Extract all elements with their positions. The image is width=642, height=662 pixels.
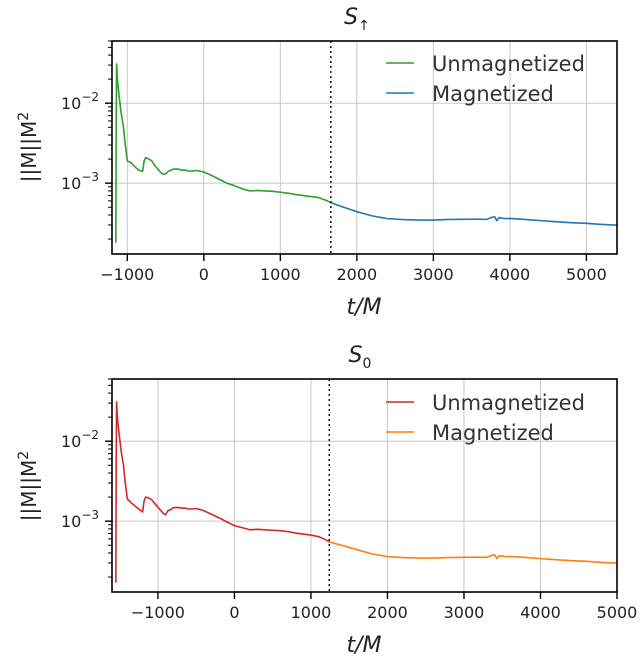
x-tick-label: 5000	[566, 265, 607, 284]
plot-frame	[111, 40, 618, 255]
x-tick-layer: −1000 0 1000 2000 3000 4000 5000	[100, 254, 607, 284]
grid-layer	[112, 41, 617, 254]
series-line-unmagnetized	[115, 63, 332, 243]
series-layer	[115, 63, 618, 243]
panel-top: −1000 0 1000 2000 3000 4000 5000 10−2 10−3 S↑ t…	[16, 5, 618, 320]
legend-label-unmagnetized: Unmagnetized	[432, 52, 585, 76]
series-line-magnetized	[330, 201, 618, 226]
y-tick-label: 10−2	[61, 428, 99, 451]
y-tick-label: 10−3	[61, 170, 99, 193]
x-tick-label: 5000	[597, 603, 638, 622]
panel-bottom: −1000 0 1000 2000 3000 4000 5000 10−2 10−3 S0 t…	[16, 343, 637, 658]
y-tick-layer: 10−2 10−3	[61, 378, 112, 578]
x-tick-label: 0	[229, 603, 239, 622]
x-tick-label: 0	[199, 265, 209, 284]
x-tick-label: 1000	[291, 603, 332, 622]
x-tick-label: 3000	[444, 603, 485, 622]
series-line-magnetized	[329, 541, 618, 564]
legend-label-unmagnetized: Unmagnetized	[432, 391, 585, 415]
x-tick-label: 4000	[520, 603, 561, 622]
x-tick-label: −1000	[100, 265, 154, 284]
x-axis-label: t/M	[346, 633, 381, 658]
y-tick-label: 10−3	[61, 508, 99, 531]
legend: Unmagnetized Magnetized	[386, 52, 585, 106]
x-tick-label: 1000	[260, 265, 301, 284]
y-axis-label: ||M||M2	[16, 112, 41, 182]
panel-title: S↑	[344, 5, 370, 34]
x-tick-label: 2000	[367, 603, 408, 622]
panel-title: S0	[349, 343, 372, 372]
x-tick-label: −1000	[131, 603, 185, 622]
x-tick-label: 3000	[413, 265, 454, 284]
x-tick-label: 2000	[336, 265, 377, 284]
y-axis-label: ||M||M2	[16, 451, 41, 521]
x-axis-label: t/M	[346, 295, 381, 320]
y-tick-label: 10−2	[61, 90, 99, 113]
x-tick-layer: −1000 0 1000 2000 3000 4000 5000	[131, 592, 638, 622]
series-line-unmagnetized	[115, 401, 330, 583]
x-tick-label: 4000	[490, 265, 531, 284]
legend-label-magnetized: Magnetized	[432, 421, 554, 445]
legend: Unmagnetized Magnetized	[386, 391, 585, 445]
plot-frame	[111, 378, 618, 593]
legend-label-magnetized: Magnetized	[432, 82, 554, 106]
series-layer	[115, 401, 618, 583]
y-tick-layer: 10−2 10−3	[61, 40, 112, 240]
